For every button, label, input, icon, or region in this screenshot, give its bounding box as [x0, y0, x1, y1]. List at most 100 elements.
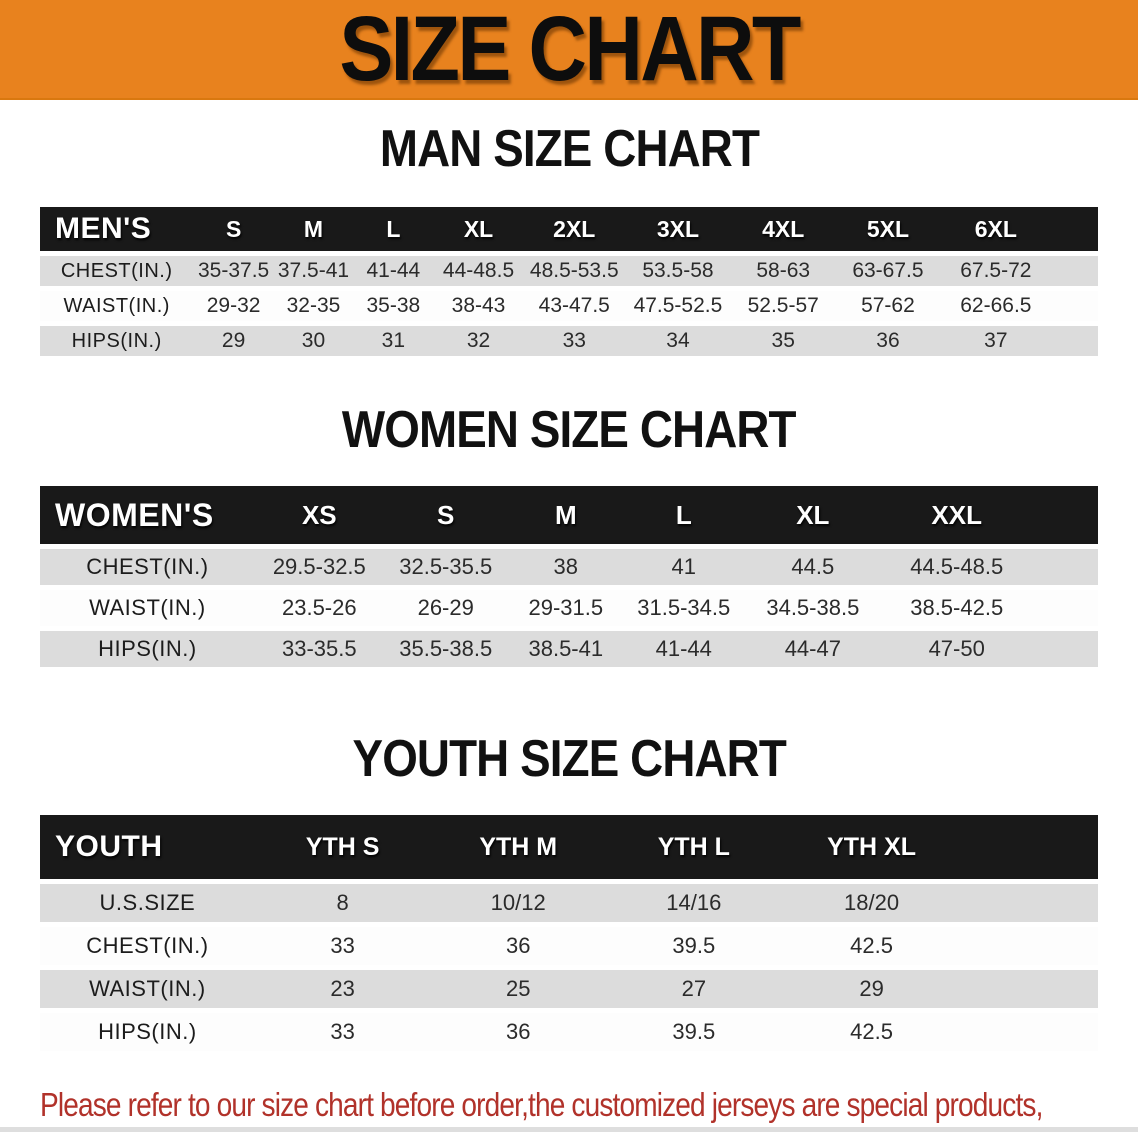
women-size-table: WOMEN'S XS S M L XL XXL CHEST(IN.) 29.5-…: [40, 481, 1098, 672]
table-cell: 38.5-41: [507, 631, 624, 667]
men-corner-label: MEN'S: [40, 207, 194, 251]
column-header: YTH L: [606, 815, 782, 879]
table-row: CHEST(IN.) 29.5-32.5 32.5-35.5 38 41 44.…: [40, 549, 1098, 585]
table-row: CHEST(IN.) 33 36 39.5 42.5: [40, 927, 1098, 965]
row-label: HIPS(IN.): [40, 326, 194, 356]
row-label: HIPS(IN.): [40, 631, 255, 667]
table-cell: 44-47: [743, 631, 883, 667]
row-label: WAIST(IN.): [40, 970, 255, 1008]
table-cell: 37.5-41: [273, 256, 354, 286]
row-label: WAIST(IN.): [40, 590, 255, 626]
table-cell: 29-32: [193, 291, 274, 321]
spacer-cell: [1031, 631, 1098, 667]
table-cell: 32.5-35.5: [383, 549, 508, 585]
column-header: YTH XL: [781, 815, 962, 879]
table-cell: 42.5: [781, 1013, 962, 1051]
column-header: 3XL: [625, 207, 731, 251]
table-cell: 38.5-42.5: [882, 590, 1032, 626]
table-row: CHEST(IN.) 35-37.5 37.5-41 41-44 44-48.5…: [40, 256, 1098, 286]
table-cell: 23: [254, 970, 431, 1008]
table-cell: 14/16: [606, 884, 782, 922]
table-cell: 38-43: [433, 291, 524, 321]
table-cell: 25: [430, 970, 607, 1008]
bottom-edge-strip: [0, 1127, 1138, 1132]
spacer-cell: [961, 815, 1098, 879]
column-header: L: [353, 207, 434, 251]
women-corner-label: WOMEN'S: [40, 486, 255, 544]
column-header: XL: [433, 207, 524, 251]
column-header: M: [273, 207, 354, 251]
column-header: XL: [743, 486, 883, 544]
table-cell: 35-37.5: [193, 256, 274, 286]
table-cell: 29: [781, 970, 962, 1008]
table-row: HIPS(IN.) 33-35.5 35.5-38.5 38.5-41 41-4…: [40, 631, 1098, 667]
spacer-cell: [1051, 326, 1098, 356]
table-cell: 27: [606, 970, 782, 1008]
table-cell: 34: [625, 326, 731, 356]
table-row: WAIST(IN.) 23.5-26 26-29 29-31.5 31.5-34…: [40, 590, 1098, 626]
column-header: XXL: [882, 486, 1032, 544]
table-cell: 36: [430, 1013, 607, 1051]
men-heading-text: MAN SIZE CHART: [379, 120, 759, 178]
disclaimer-line-1: Please refer to our size chart before or…: [40, 1086, 1043, 1123]
women-heading-text: WOMEN SIZE CHART: [342, 401, 797, 459]
men-size-table: MEN'S S M L XL 2XL 3XL 4XL 5XL 6XL CHEST…: [40, 202, 1098, 361]
column-header: L: [623, 486, 744, 544]
table-cell: 47-50: [882, 631, 1032, 667]
table-cell: 29-31.5: [507, 590, 624, 626]
table-row: HIPS(IN.) 33 36 39.5 42.5: [40, 1013, 1098, 1051]
table-cell: 30: [273, 326, 354, 356]
table-cell: 10/12: [430, 884, 607, 922]
column-header: S: [383, 486, 508, 544]
table-cell: 33: [523, 326, 626, 356]
row-label: HIPS(IN.): [40, 1013, 255, 1051]
table-cell: 36: [835, 326, 941, 356]
table-cell: 47.5-52.5: [625, 291, 731, 321]
table-cell: 29.5-32.5: [254, 549, 384, 585]
table-cell: 35-38: [353, 291, 434, 321]
table-cell: 39.5: [606, 1013, 782, 1051]
column-header: 6XL: [940, 207, 1052, 251]
spacer-cell: [1051, 291, 1098, 321]
table-cell: 29: [193, 326, 274, 356]
table-row: U.S.SIZE 8 10/12 14/16 18/20: [40, 884, 1098, 922]
column-header: XS: [254, 486, 384, 544]
spacer-cell: [1031, 549, 1098, 585]
spacer-cell: [961, 927, 1098, 965]
youth-size-table: YOUTH YTH S YTH M YTH L YTH XL U.S.SIZE …: [40, 810, 1098, 1056]
table-cell: 43-47.5: [523, 291, 626, 321]
table-cell: 58-63: [730, 256, 836, 286]
column-header: YTH S: [254, 815, 431, 879]
youth-section-heading: YOUTH SIZE CHART: [0, 728, 1138, 803]
table-cell: 32: [433, 326, 524, 356]
table-cell: 23.5-26: [254, 590, 384, 626]
women-header-row: WOMEN'S XS S M L XL XXL: [40, 486, 1098, 544]
table-cell: 42.5: [781, 927, 962, 965]
column-header: S: [193, 207, 274, 251]
table-cell: 67.5-72: [940, 256, 1052, 286]
banner-title: SIZE CHART: [339, 0, 801, 100]
table-cell: 18/20: [781, 884, 962, 922]
table-cell: 63-67.5: [835, 256, 941, 286]
table-cell: 33-35.5: [254, 631, 384, 667]
table-cell: 32-35: [273, 291, 354, 321]
table-cell: 41: [623, 549, 744, 585]
column-header: YTH M: [430, 815, 607, 879]
spacer-cell: [961, 1013, 1098, 1051]
table-cell: 44.5: [743, 549, 883, 585]
table-cell: 62-66.5: [940, 291, 1052, 321]
table-cell: 48.5-53.5: [523, 256, 626, 286]
youth-header-row: YOUTH YTH S YTH M YTH L YTH XL: [40, 815, 1098, 879]
table-cell: 31: [353, 326, 434, 356]
spacer-cell: [961, 884, 1098, 922]
women-section-heading: WOMEN SIZE CHART: [0, 399, 1138, 474]
table-cell: 8: [254, 884, 431, 922]
table-cell: 44-48.5: [433, 256, 524, 286]
row-label: U.S.SIZE: [40, 884, 255, 922]
table-cell: 36: [430, 927, 607, 965]
table-row: WAIST(IN.) 29-32 32-35 35-38 38-43 43-47…: [40, 291, 1098, 321]
spacer-cell: [1051, 207, 1098, 251]
column-header: 4XL: [730, 207, 836, 251]
column-header: 5XL: [835, 207, 941, 251]
size-chart-banner: SIZE CHART: [0, 0, 1138, 100]
